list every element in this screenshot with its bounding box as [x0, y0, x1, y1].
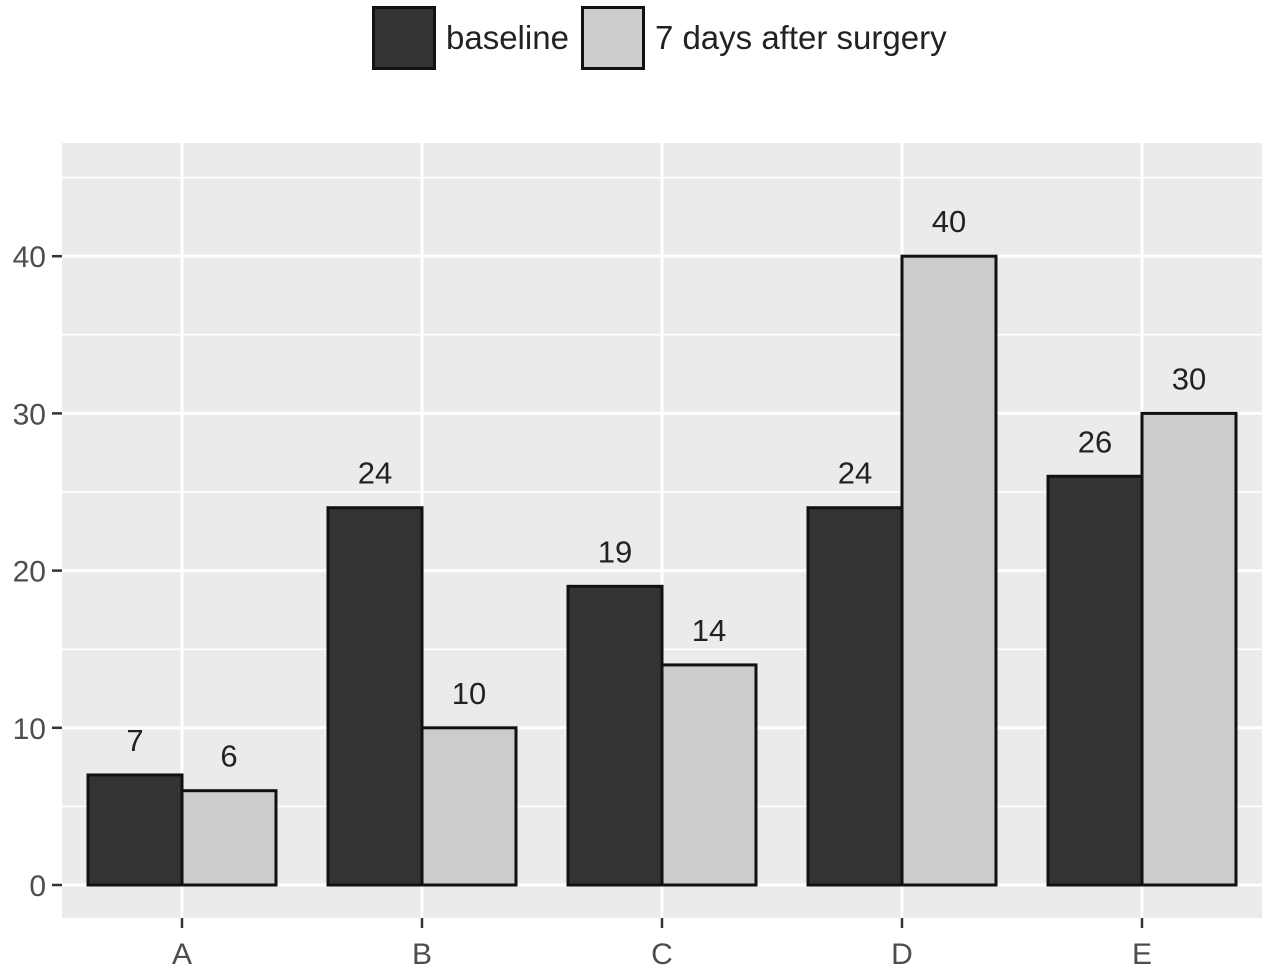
- bar-7-days-after-surgery-B: [420, 726, 518, 887]
- bar-7-days-after-surgery-D: [900, 254, 998, 887]
- y-tick-label: 40: [13, 241, 46, 274]
- data-label-baseline-B: 24: [358, 456, 392, 491]
- bar-baseline-C: [566, 584, 664, 887]
- legend-item-7-days-after-surgery: 7 days after surgery: [580, 6, 947, 70]
- bar-baseline-A: [86, 773, 184, 887]
- data-label-baseline-D: 24: [838, 456, 872, 491]
- bar-baseline-D: [806, 506, 904, 887]
- bar-7-days-after-surgery-E: [1140, 411, 1238, 887]
- y-tick-label: 20: [13, 556, 46, 589]
- x-tick-label-D: D: [891, 938, 913, 969]
- data-label-7-days-after-surgery-C: 14: [692, 613, 726, 648]
- legend-swatch-baseline: [372, 6, 436, 70]
- y-tick-label: 30: [13, 398, 46, 431]
- x-tick-label-B: B: [412, 938, 432, 969]
- legend-label-baseline: baseline: [446, 19, 569, 56]
- bar-baseline-B: [326, 506, 424, 887]
- data-label-baseline-C: 19: [598, 534, 632, 569]
- x-tick-label-A: A: [172, 938, 192, 969]
- data-label-baseline-A: 7: [126, 723, 143, 758]
- data-label-7-days-after-surgery-A: 6: [220, 739, 237, 774]
- x-tick-label-C: C: [651, 938, 673, 969]
- bar-7-days-after-surgery-C: [660, 663, 758, 887]
- legend: baseline 7 days after surgery: [372, 4, 959, 72]
- x-tick-label-E: E: [1132, 938, 1152, 969]
- data-label-7-days-after-surgery-E: 30: [1172, 361, 1206, 396]
- bar-baseline-E: [1046, 474, 1144, 887]
- y-tick-label: 0: [29, 870, 46, 903]
- legend-swatch-7-days-after-surgery: [580, 6, 645, 70]
- data-label-baseline-E: 26: [1078, 424, 1112, 459]
- legend-label-7-days-after-surgery: 7 days after surgery: [654, 19, 947, 56]
- data-label-7-days-after-surgery-B: 10: [452, 676, 486, 711]
- data-label-7-days-after-surgery-D: 40: [932, 204, 966, 239]
- y-tick-label: 10: [13, 713, 46, 746]
- bar-7-days-after-surgery-A: [180, 789, 278, 887]
- legend-item-baseline: baseline: [372, 6, 569, 70]
